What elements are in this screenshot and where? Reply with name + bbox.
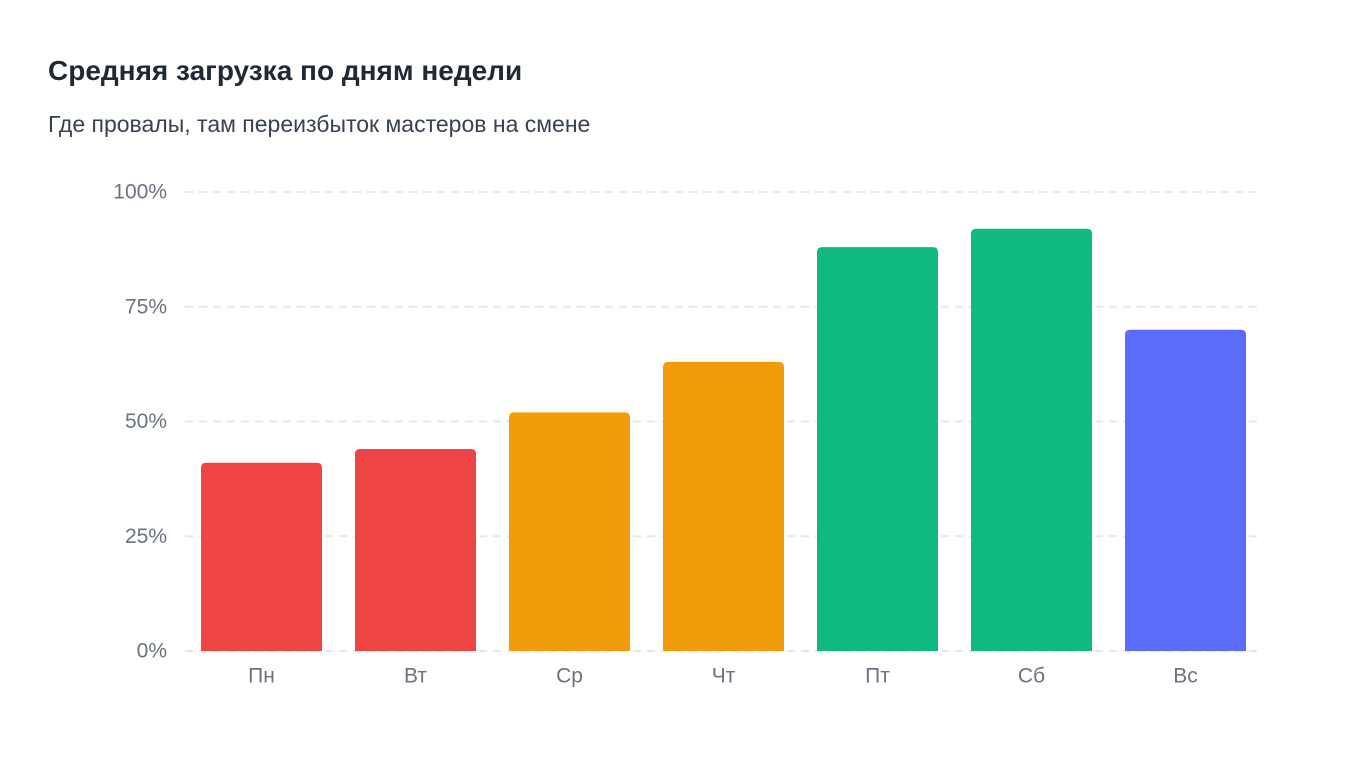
x-axis: Пн Вт Ср Чт Пт Сб Вс (248, 665, 1198, 688)
y-tick-label: 75% (125, 295, 167, 318)
x-category-label: Вс (1173, 665, 1198, 688)
y-tick-label: 50% (125, 410, 167, 433)
bar (355, 449, 476, 651)
x-category-label: Пт (865, 665, 890, 688)
y-tick-label: 0% (137, 640, 167, 663)
y-tick-label: 100% (113, 181, 167, 204)
x-category-label: Пн (248, 665, 275, 688)
bars-layer (201, 228, 1246, 651)
bar (201, 462, 322, 651)
bar (509, 412, 630, 651)
chart-title: Средняя загрузка по дням недели (48, 55, 523, 86)
y-axis: 0% 25% 50% 75% 100% (113, 181, 167, 663)
bar (971, 228, 1092, 651)
x-category-label: Ср (556, 665, 583, 688)
bar (663, 361, 784, 651)
chart-subtitle: Где провалы, там переизбыток мастеров на… (48, 111, 591, 137)
y-tick-label: 25% (125, 525, 167, 548)
x-category-label: Вт (404, 665, 427, 688)
x-category-label: Чт (712, 665, 736, 688)
bar (1125, 329, 1246, 651)
bar (817, 247, 938, 651)
x-category-label: Сб (1018, 665, 1045, 688)
